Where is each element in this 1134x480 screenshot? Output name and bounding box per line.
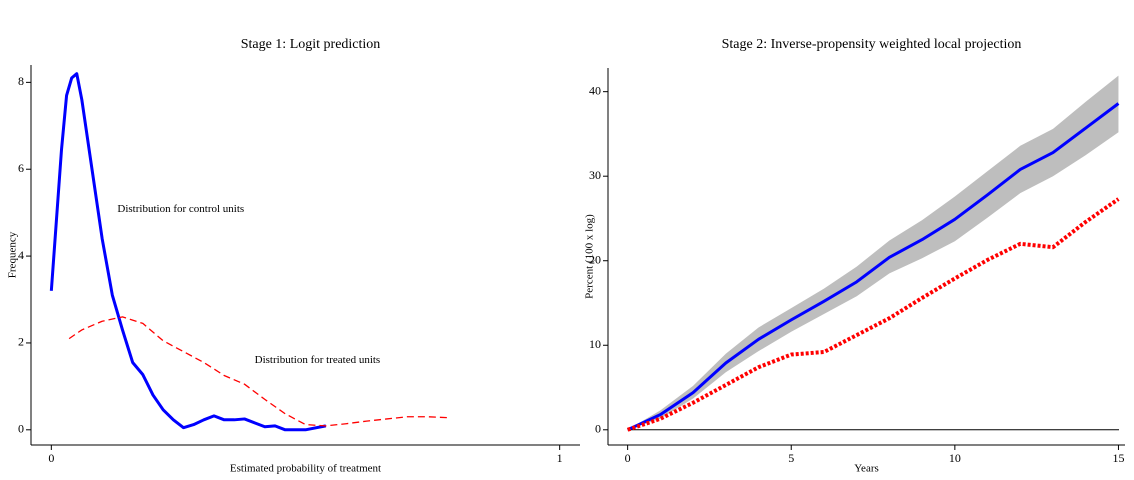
y-tick-label: 10 — [589, 337, 601, 351]
x-tick-label: 0 — [48, 451, 54, 465]
annotation: Distribution for control units — [117, 203, 244, 215]
x-tick-label: 10 — [949, 451, 961, 465]
chart-title: Stage 1: Logit prediction — [241, 37, 381, 52]
y-tick-label: 8 — [18, 74, 24, 88]
annotation: Distribution for treated units — [255, 354, 381, 366]
y-tick-label: 20 — [589, 252, 601, 266]
x-tick-label: 15 — [1112, 451, 1124, 465]
y-tick-label: 0 — [595, 422, 601, 436]
y-axis-title: Percent (100 x log) — [584, 214, 596, 299]
x-axis-title: Years — [854, 463, 879, 475]
chart: Stage 1: Logit prediction 0 2 4 6 8 0 1 Estimate… — [7, 37, 580, 475]
y-tick-label: 40 — [589, 83, 601, 97]
series-line — [68, 316, 448, 427]
y-axis-title: Frequency — [7, 231, 19, 278]
chart: Stage 2: Inverse-propensity weighted loc… — [584, 37, 1125, 475]
confidence-band — [627, 75, 1119, 430]
x-tick-label: 1 — [557, 451, 563, 465]
y-tick-label: 6 — [18, 161, 24, 175]
series-line — [49, 72, 327, 432]
x-tick-label: 0 — [625, 451, 631, 465]
x-axis-title: Estimated probability of treatment — [230, 463, 381, 475]
chart-title: Stage 2: Inverse-propensity weighted loc… — [722, 37, 1022, 52]
series-line — [627, 102, 1120, 432]
y-tick-label: 0 — [18, 422, 24, 436]
y-tick-label: 4 — [18, 248, 24, 262]
y-tick-label: 30 — [589, 168, 601, 182]
y-tick-label: 2 — [18, 335, 24, 349]
x-tick-label: 5 — [788, 451, 794, 465]
series-line — [626, 197, 1120, 432]
